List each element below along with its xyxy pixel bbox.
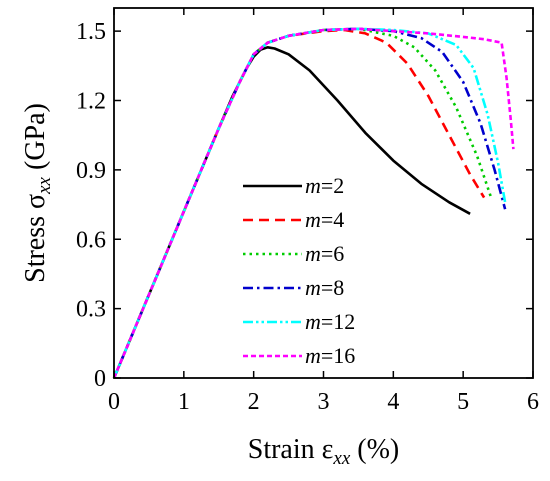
x-axis-title-main: Strain ε: [248, 434, 334, 465]
legend-label-value: =12: [321, 309, 355, 334]
y-tick-label: 0: [94, 366, 106, 392]
x-tick-label: 3: [318, 389, 330, 415]
legend-label: m=8: [305, 275, 344, 300]
x-axis-title-sub: xx: [332, 448, 350, 469]
series-layer: [112, 27, 515, 379]
legend-label-variable: m: [305, 241, 321, 266]
y-tick-label: 1.5: [76, 19, 106, 45]
legend-entry-m6: m=6: [243, 241, 344, 266]
y-axis-title-sub: xx: [34, 176, 55, 194]
x-tick-label: 0: [108, 389, 120, 415]
legend-entry-m8: m=8: [243, 275, 344, 300]
legend-label-variable: m: [305, 343, 321, 368]
series-line-m16: [112, 27, 515, 379]
legend: m=2m=4m=6m=8m=12m=16: [243, 173, 355, 368]
x-tick-label: 2: [248, 389, 260, 415]
x-tick-label: 1: [178, 389, 190, 415]
legend-label: m=4: [305, 207, 344, 232]
legend-label-value: =4: [321, 207, 344, 232]
legend-label: m=16: [305, 343, 355, 368]
legend-label-value: =2: [321, 173, 344, 198]
y-tick-label: 0.6: [76, 227, 106, 253]
x-tick-label: 4: [387, 389, 399, 415]
legend-label: m=6: [305, 241, 344, 266]
x-axis-title: Strain εxx (%): [248, 434, 400, 469]
y-axis-title-main: Stress σ: [20, 194, 51, 283]
x-axis-title-tail: (%): [350, 434, 399, 465]
legend-entry-m12: m=12: [243, 309, 355, 334]
x-tick-label: 6: [527, 389, 539, 415]
legend-entry-m16: m=16: [243, 343, 355, 368]
y-axis-title-tail: (GPa): [20, 103, 51, 177]
y-tick-label: 0.3: [76, 297, 106, 323]
y-tick-label: 1.2: [76, 89, 106, 115]
legend-label-value: =16: [321, 343, 355, 368]
y-tick-label: 0.9: [76, 158, 106, 184]
legend-label-value: =8: [321, 275, 344, 300]
y-axis-title: Stress σxx (GPa): [20, 103, 55, 283]
legend-entry-m2: m=2: [243, 173, 344, 198]
legend-label-variable: m: [305, 309, 321, 334]
legend-label-variable: m: [305, 173, 321, 198]
ticks-layer: 0 1 2 3 4 5 6 0 0.3 0.6 0.9 1.2 1.5: [76, 8, 539, 415]
legend-label-value: =6: [321, 241, 344, 266]
legend-label-variable: m: [305, 207, 321, 232]
legend-label-variable: m: [305, 275, 321, 300]
legend-label: m=12: [305, 309, 355, 334]
x-tick-label: 5: [457, 389, 469, 415]
legend-entry-m4: m=4: [243, 207, 344, 232]
legend-label: m=2: [305, 173, 344, 198]
